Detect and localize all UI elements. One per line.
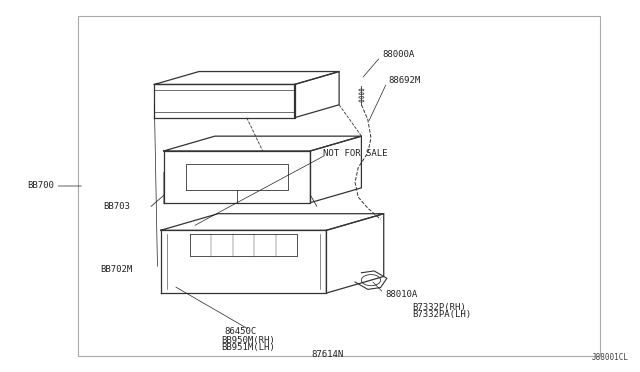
Text: 88692M: 88692M xyxy=(389,76,421,85)
Text: BB702M: BB702M xyxy=(100,264,132,273)
Text: B7332P(RH): B7332P(RH) xyxy=(412,302,466,312)
Text: 86450C: 86450C xyxy=(225,327,257,336)
Text: J88001CL: J88001CL xyxy=(592,353,629,362)
Text: 87614N: 87614N xyxy=(312,350,344,359)
Text: BB700: BB700 xyxy=(27,182,54,190)
Text: NOT FOR SALE: NOT FOR SALE xyxy=(323,149,388,158)
Text: 88010A: 88010A xyxy=(385,290,417,299)
Text: 88000A: 88000A xyxy=(383,51,415,60)
Text: BB950M(RH): BB950M(RH) xyxy=(221,336,275,345)
Text: BB703: BB703 xyxy=(103,202,130,211)
Text: B7332PA(LH): B7332PA(LH) xyxy=(412,310,472,319)
Text: BB951M(LH): BB951M(LH) xyxy=(221,343,275,352)
